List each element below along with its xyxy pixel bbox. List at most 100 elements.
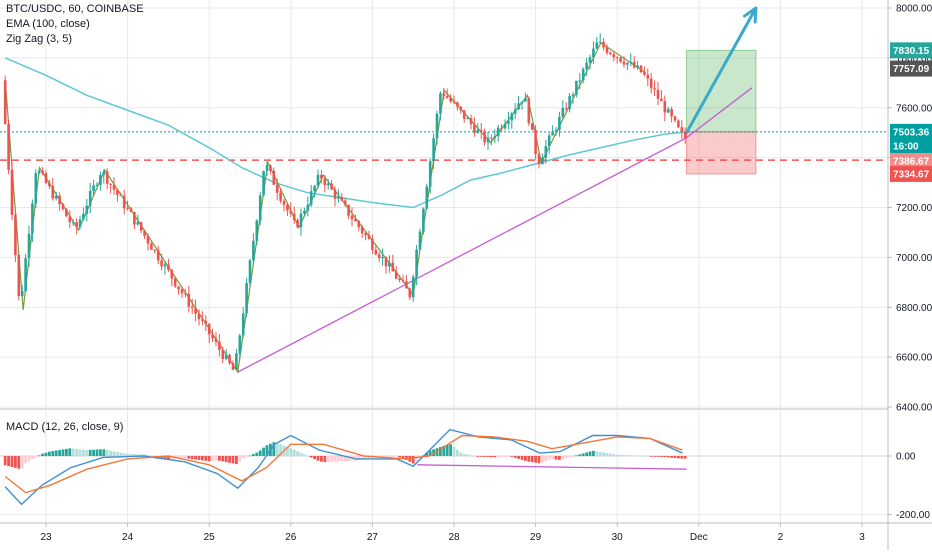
support-trendline [237, 87, 753, 373]
candle-body [612, 54, 616, 58]
macd-histogram-bar [272, 442, 276, 456]
candle-body [221, 349, 225, 360]
candle-body [479, 129, 483, 132]
candle-body [615, 57, 619, 59]
candle-body [670, 109, 673, 117]
macd-histogram-bar [116, 451, 119, 456]
candle-body [323, 178, 327, 186]
candle-body [126, 208, 129, 210]
macd-histogram-bar [626, 455, 629, 456]
candle-body [109, 183, 112, 185]
macd-histogram-bar [41, 453, 44, 456]
candle-body [469, 118, 473, 125]
macd-histogram-bar [197, 456, 201, 460]
candle-body [473, 124, 476, 133]
macd-histogram-bar [544, 456, 548, 462]
macd-histogram-bar [221, 456, 225, 462]
candle-body [656, 89, 660, 99]
zigzag-legend[interactable]: Zig Zag (3, 5) [6, 33, 73, 45]
macd-histogram-bar [99, 449, 102, 456]
macd-legend[interactable]: MACD (12, 26, close, 9) [6, 421, 124, 433]
candle-body [558, 116, 561, 130]
candle-body [673, 116, 677, 121]
macd-histogram-bar [163, 456, 167, 459]
symbol-legend[interactable]: BTC/USDC, 60, COINBASE [6, 3, 144, 15]
candle-body [357, 221, 361, 228]
candle-body [354, 219, 357, 222]
candle-body [456, 102, 459, 107]
candle-body [490, 137, 493, 139]
candle-body [92, 185, 95, 192]
candle-body [381, 256, 384, 259]
macd-histogram-bar [58, 449, 61, 456]
macd-histogram-bar [571, 456, 575, 457]
macd-histogram-bar [503, 456, 507, 457]
candle-body [320, 174, 323, 179]
candle-body [7, 123, 10, 170]
macd-histogram-bar [622, 454, 626, 456]
candle-body [677, 120, 680, 128]
macd-histogram-bar [649, 456, 653, 457]
price-tag-background [890, 152, 932, 169]
macd-histogram-bar [112, 451, 116, 456]
macd-histogram-bar [486, 456, 490, 458]
candle-body [105, 171, 109, 184]
macd-histogram-bar [37, 455, 41, 457]
candle-body [629, 61, 633, 63]
macd-histogram-bar [360, 456, 364, 460]
macd-histogram-bar [459, 452, 463, 456]
candle-body [258, 195, 262, 221]
macd-histogram-bar [554, 456, 558, 460]
candle-body [466, 118, 469, 120]
candle-body [241, 313, 245, 336]
candle-body [235, 353, 238, 370]
y-tick-label: 6600.00 [896, 353, 932, 364]
x-tick-label: 2 [778, 532, 784, 543]
candle-body [360, 227, 364, 234]
macd-histogram-bar [558, 456, 561, 460]
candle-body [173, 278, 177, 287]
x-tick-label: 23 [40, 532, 52, 543]
candle-body [605, 47, 609, 53]
macd-histogram-bar [309, 456, 313, 458]
candle-body [255, 220, 259, 241]
macd-histogram-bar [170, 456, 174, 459]
candle-body [204, 320, 208, 324]
candle-body [75, 222, 78, 227]
candle-body [483, 131, 486, 143]
macd-histogram-bar [129, 454, 133, 456]
macd-histogram-bar [85, 450, 89, 456]
macd-histogram-bar [401, 456, 405, 459]
ema-legend[interactable]: EMA (100, close) [6, 18, 90, 30]
macd-histogram-bar [320, 456, 323, 462]
macd-histogram-bar [306, 455, 310, 457]
candle-body [388, 262, 391, 267]
candle-body [299, 213, 303, 228]
macd-histogram-bar [238, 456, 242, 462]
macd-histogram-bar [54, 450, 58, 456]
x-tick-label: 30 [612, 532, 624, 543]
macd-histogram-bar [683, 456, 687, 459]
candle-body [340, 197, 344, 201]
candle-body [602, 41, 605, 48]
macd-histogram-bar [190, 456, 194, 460]
candle-body [68, 216, 72, 223]
macd-histogram-bar [598, 451, 602, 456]
macd-histogram-bar [632, 455, 636, 457]
projection-arrow-head [742, 6, 758, 24]
macd-histogram-bar [323, 456, 327, 463]
macd-histogram-bar [296, 451, 299, 456]
candle-body [146, 235, 150, 244]
candle-body [527, 98, 531, 124]
ema-line [4, 57, 687, 209]
candle-body [296, 220, 299, 228]
candle-body [85, 205, 89, 214]
macd-histogram-bar [547, 456, 551, 461]
candle-body [496, 127, 500, 137]
macd-histogram-bar [292, 449, 296, 456]
x-tick-label: 26 [285, 532, 297, 543]
profit-zone [686, 49, 757, 133]
